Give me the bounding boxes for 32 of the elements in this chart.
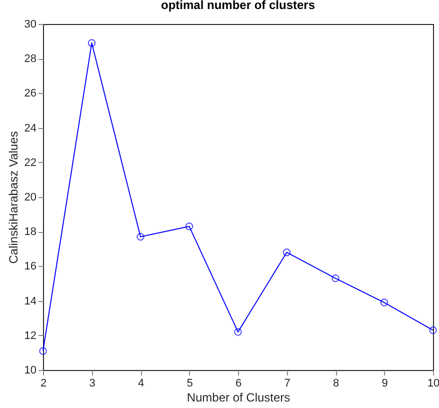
x-axis-title: Number of Clusters	[186, 390, 290, 404]
y-tick-label: 20	[24, 192, 36, 204]
y-tick-label: 30	[24, 18, 36, 30]
x-tick-label: 6	[235, 378, 242, 390]
y-tick-label: 26	[24, 88, 36, 100]
y-tick-label: 10	[24, 364, 36, 376]
point	[88, 39, 96, 47]
y-tick-label: 14	[24, 295, 36, 308]
y-tick-label: 16	[24, 260, 36, 273]
x-tick-label: 7	[284, 378, 290, 390]
y-tick-label: 22	[24, 156, 36, 169]
point	[234, 328, 242, 336]
x-tick-label: 10	[427, 378, 439, 390]
y-tick-label: 28	[24, 53, 36, 66]
point	[332, 274, 340, 282]
point	[380, 298, 388, 306]
y-axis-title: CalinskiHarabasz Values	[6, 131, 20, 264]
x-tick-label: 5	[186, 378, 193, 390]
point	[136, 232, 144, 241]
y-tick-label: 12	[24, 330, 36, 342]
point	[282, 248, 291, 256]
x-tick-label: 2	[40, 378, 47, 390]
y-tick-label: 18	[24, 226, 36, 238]
point	[185, 222, 194, 230]
y-tick-label: 24	[24, 122, 36, 134]
point	[39, 347, 47, 355]
x-tick-label: 4	[138, 378, 144, 390]
chart-title: optimal number of clusters	[160, 0, 316, 12]
point	[429, 326, 437, 334]
x-tick-label: 9	[382, 378, 388, 390]
x-tick-label: 8	[332, 378, 340, 390]
x-tick-label: 3	[89, 378, 96, 390]
